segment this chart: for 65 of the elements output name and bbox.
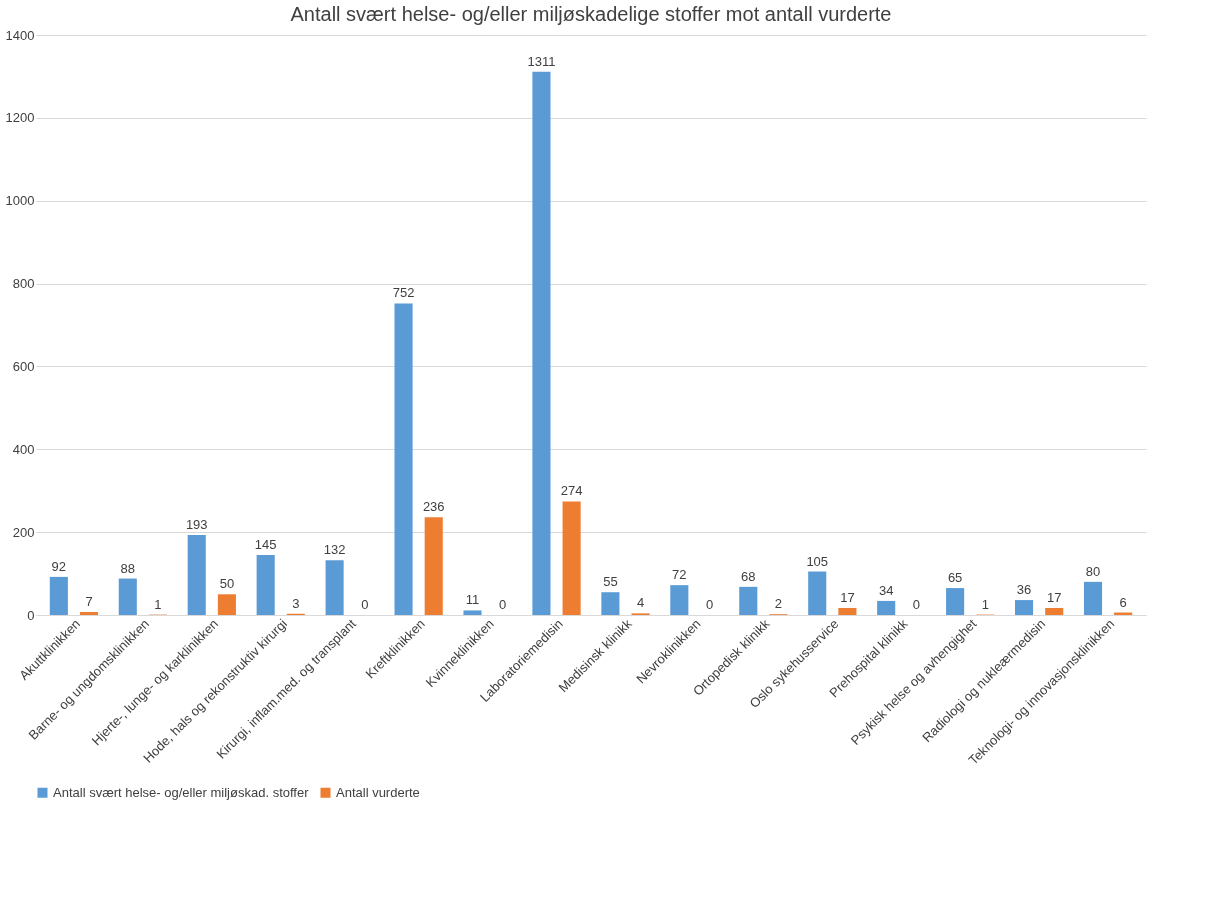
bar (394, 303, 413, 615)
bar (946, 588, 965, 615)
data-label: 65 (947, 570, 963, 586)
bar (532, 71, 551, 615)
data-label: 236 (422, 499, 445, 515)
y-tick-label: 1000 (5, 193, 35, 209)
chart-title: Antall svært helse- og/eller miljøskadelige stoffer mot antall vurderte (290, 3, 892, 25)
data-label: 6 (1119, 594, 1127, 610)
y-tick-label: 600 (12, 358, 35, 374)
bar (877, 600, 896, 615)
data-label: 68 (741, 568, 756, 584)
bar (838, 607, 857, 615)
bar (562, 501, 581, 615)
bar (670, 585, 689, 615)
y-tick-label: 400 (12, 441, 35, 457)
data-label: 7 (85, 594, 93, 610)
bar (256, 554, 275, 615)
data-label: 34 (878, 582, 894, 598)
bar (808, 571, 827, 615)
data-label: 105 (806, 553, 829, 569)
data-label: 17 (1046, 589, 1062, 605)
data-label: 17 (840, 589, 855, 605)
bar (187, 535, 206, 615)
data-label: 0 (361, 597, 369, 612)
data-label: 3 (292, 595, 300, 611)
bar (217, 594, 236, 615)
bar (49, 576, 68, 615)
data-label: 0 (705, 597, 714, 612)
bar (463, 610, 482, 615)
data-label: 80 (1085, 563, 1101, 579)
data-label: 0 (499, 597, 507, 612)
data-label: 50 (219, 576, 235, 592)
data-label: 2 (774, 596, 783, 612)
data-label: 193 (185, 517, 208, 533)
data-label: 1 (981, 596, 989, 612)
y-tick-label: 0 (27, 607, 35, 623)
bar (325, 560, 344, 615)
bar (118, 578, 137, 615)
legend-label: Antall svært helse- og/eller miljøskad. stoffer (53, 784, 310, 800)
data-label: 72 (672, 567, 687, 583)
data-label: 36 (1016, 582, 1032, 598)
data-label: 1311 (527, 53, 556, 69)
data-label: 88 (120, 560, 136, 576)
data-label: 55 (603, 574, 618, 590)
bar (1015, 600, 1034, 615)
data-label: 145 (254, 536, 277, 552)
bar (601, 592, 620, 615)
y-tick-label: 800 (12, 276, 35, 292)
bar (1083, 581, 1103, 615)
data-label: 0 (912, 597, 920, 612)
data-label: 274 (560, 483, 583, 499)
legend-label: Antall vurderte (336, 784, 420, 800)
data-label: 1 (154, 596, 162, 612)
data-label: 132 (323, 542, 346, 558)
bar (1045, 607, 1064, 615)
bar (424, 517, 443, 615)
data-label: 4 (636, 595, 645, 611)
data-label: 11 (465, 592, 480, 608)
y-tick-label: 1400 (5, 27, 35, 43)
y-tick-label: 1200 (5, 110, 35, 126)
data-label: 752 (392, 285, 415, 301)
bar (79, 612, 99, 615)
y-tick-label: 200 (12, 524, 35, 540)
bar (739, 586, 758, 615)
data-label: 92 (51, 558, 67, 574)
